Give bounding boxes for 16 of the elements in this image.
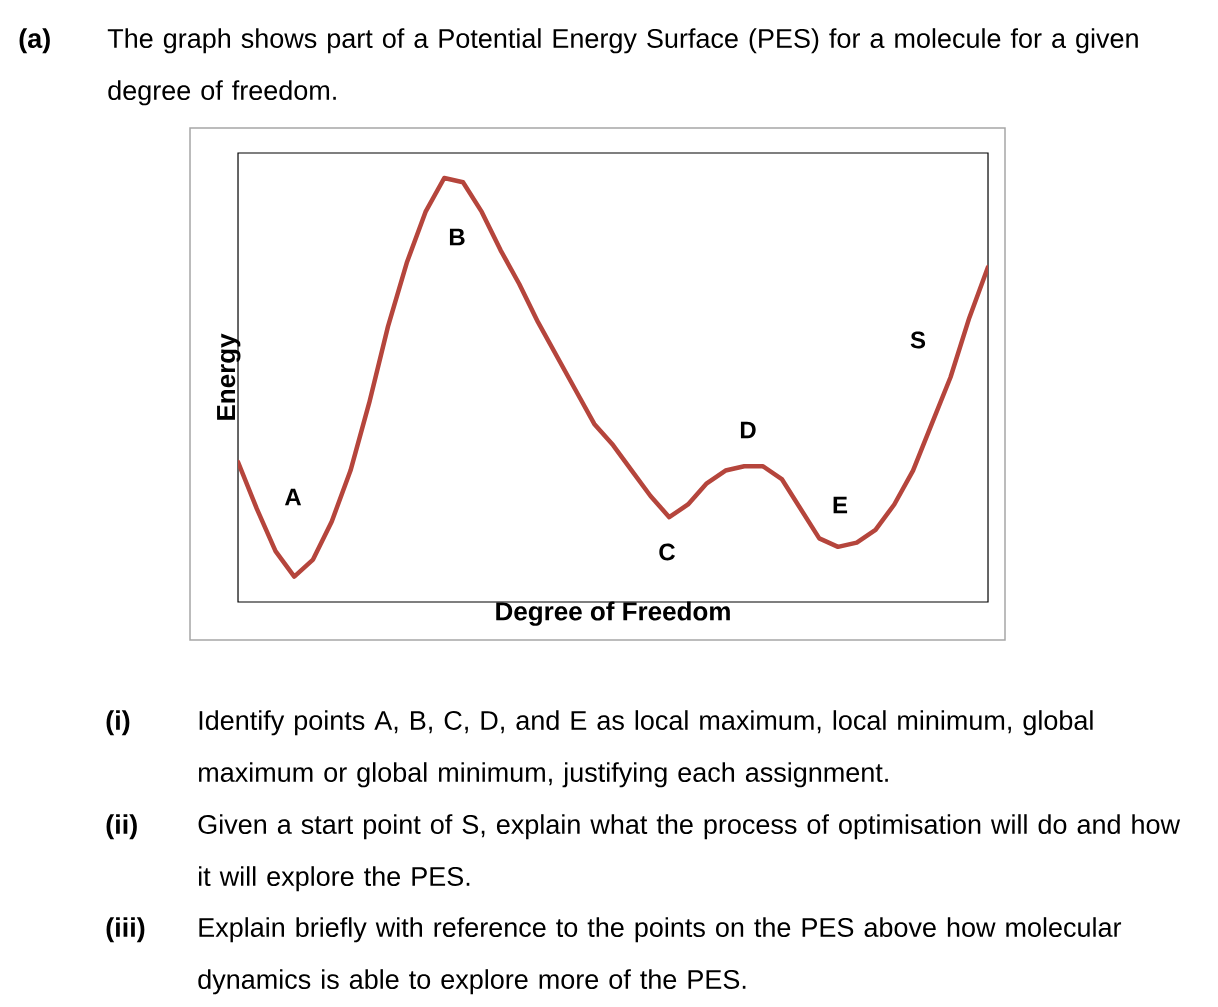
annotation: E: [833, 496, 848, 514]
annotation: A: [284, 488, 302, 506]
x-axis-title: Degree of Freedom: [496, 601, 730, 626]
annotation: D: [740, 421, 756, 439]
text: (ii): [106, 814, 137, 840]
text: Explain briefly with reference to the points on the PES above how molecular dynamics is able to explore more of the PES.: [198, 917, 1122, 995]
annotation: B: [449, 228, 465, 246]
text: (a): [19, 28, 50, 54]
chart-title: The graph shows part of a Potential Energy Surface (PES) for a molecule for a given degree of freedom.: [107, 28, 1138, 106]
text: (i): [106, 710, 130, 736]
y-axis-title: Energy: [217, 333, 241, 420]
text: Identify points A, B, C, D, and E as local maximum, local minimum, global maximum or global minimum, justifying each assignment.: [199, 710, 1093, 788]
text: Given a start point of S, explain what the process of optimisation will do and how it will explore the PES.: [198, 814, 1181, 892]
text: (iii): [106, 917, 145, 943]
annotation: S: [910, 331, 926, 349]
annotation: C: [659, 543, 676, 561]
